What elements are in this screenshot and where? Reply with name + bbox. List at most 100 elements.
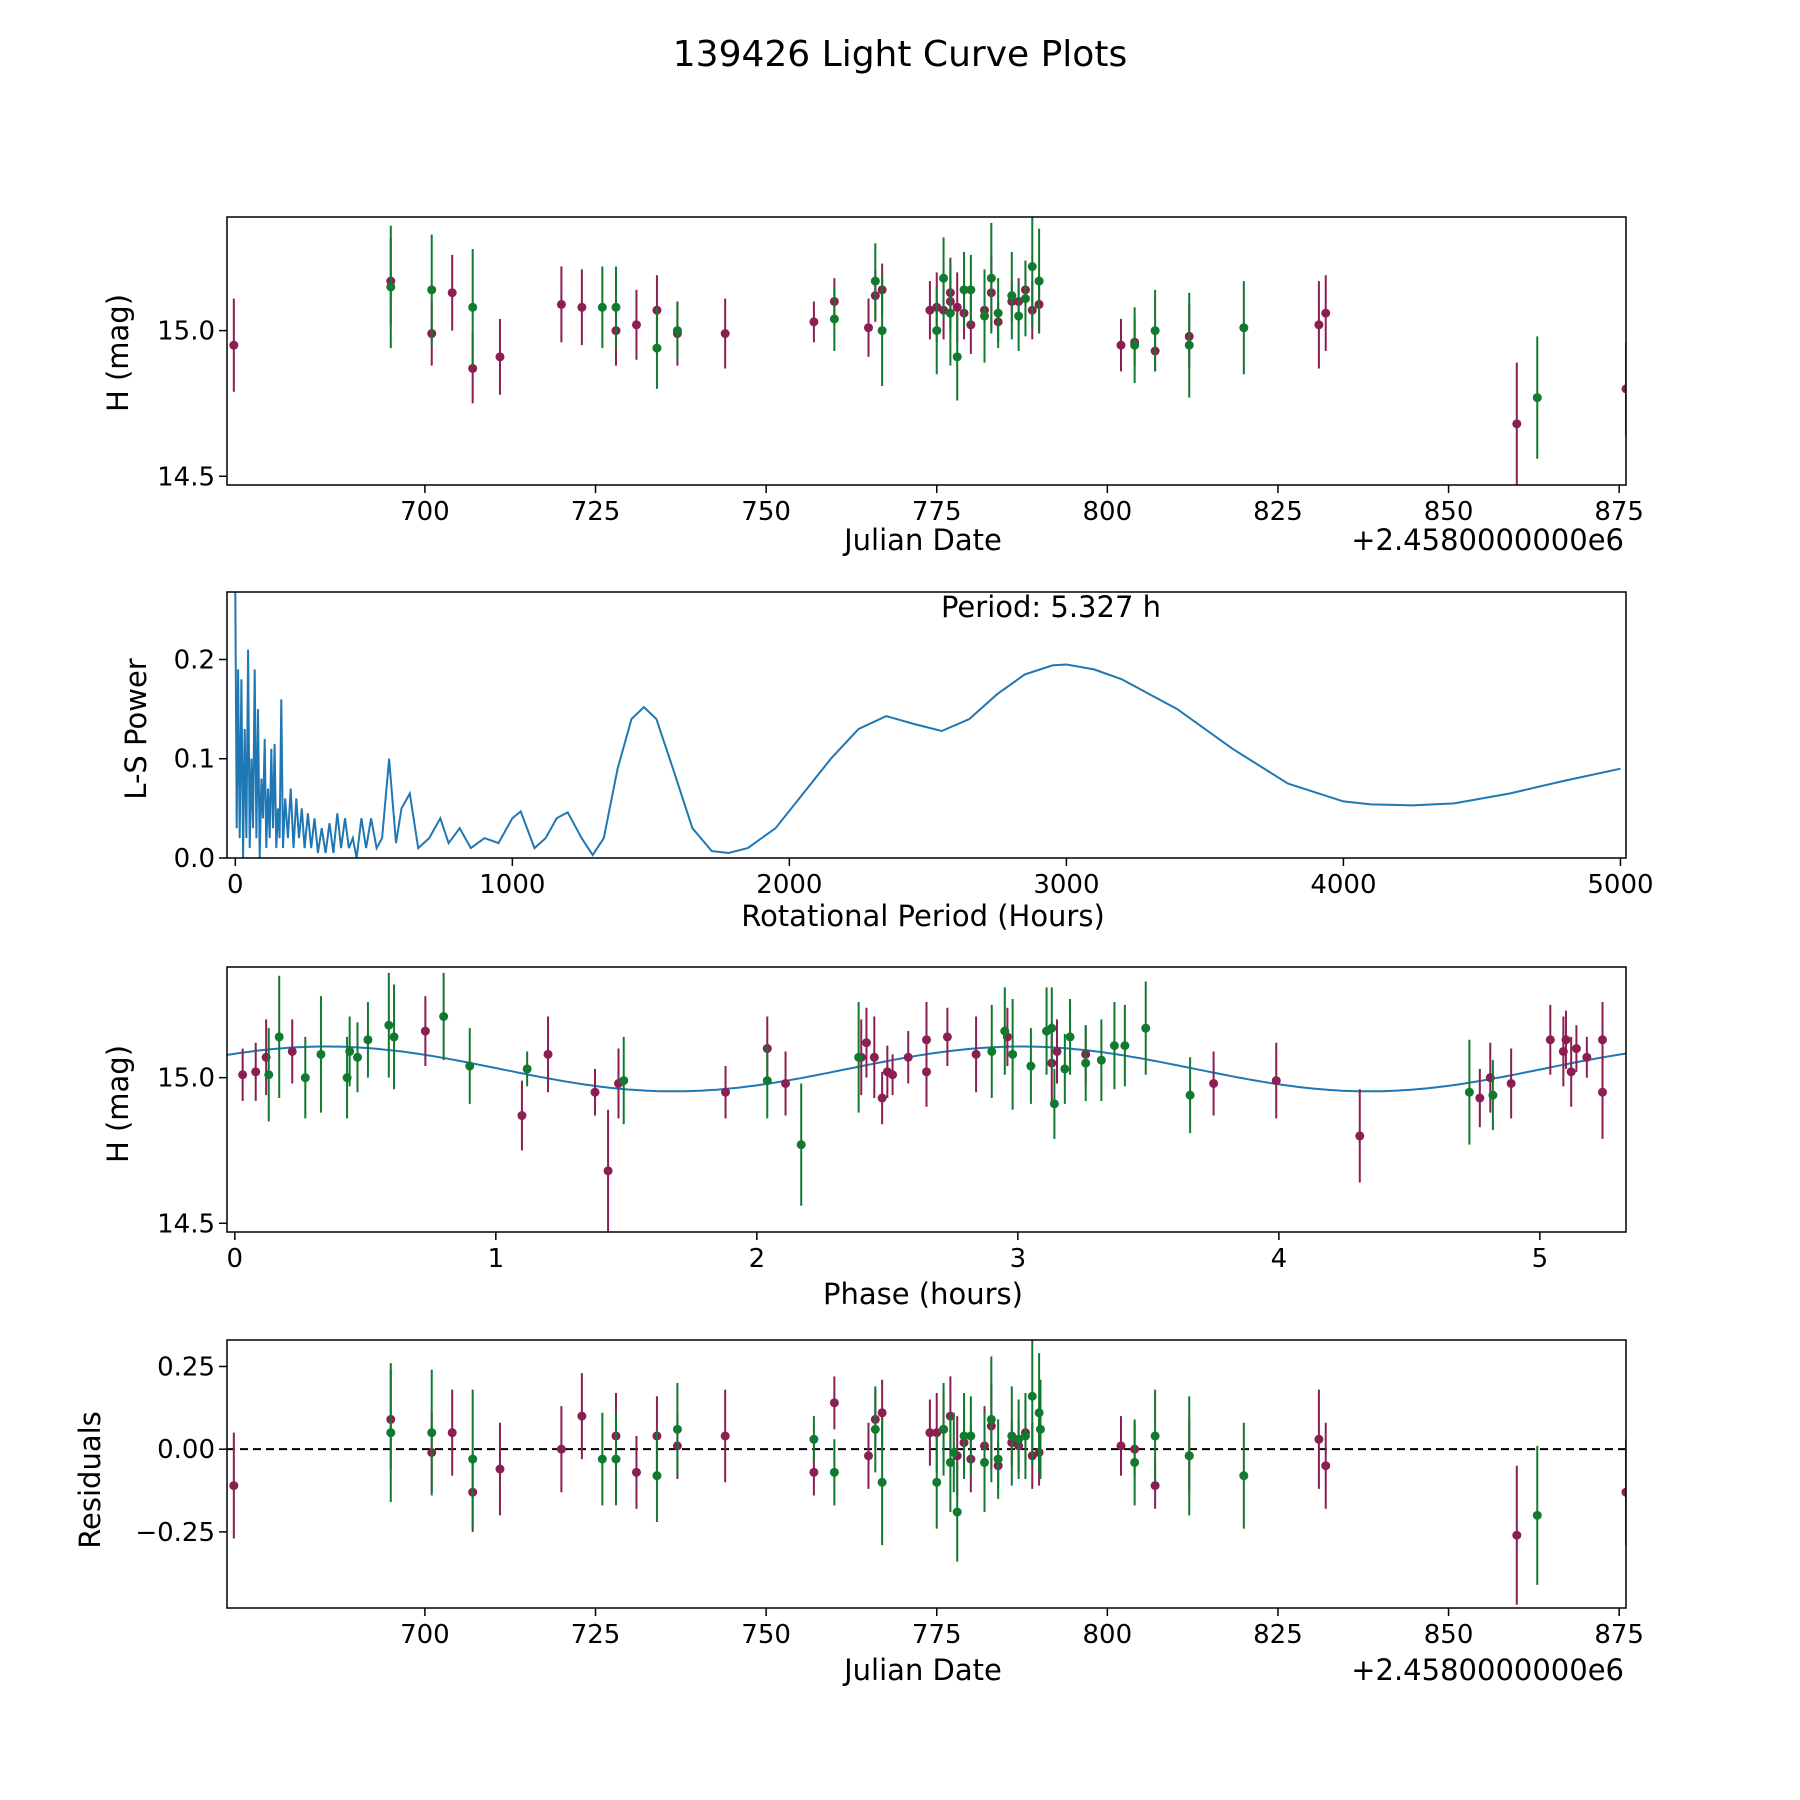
lightcurve-green-point: [611, 302, 621, 312]
phased-magenta-point: [1475, 1093, 1485, 1103]
residuals-ytick-label: 0.00: [157, 1435, 215, 1465]
lightcurve-green-point: [386, 282, 396, 292]
lightcurve-magenta-point: [809, 317, 819, 327]
residuals-xtick-label: 775: [912, 1620, 962, 1650]
phased-xtick-label: 5: [1532, 1244, 1549, 1274]
phased-green-point: [389, 1032, 399, 1042]
phased-green-point: [1488, 1090, 1498, 1100]
phased-green-point: [345, 1046, 355, 1056]
lightcurve-magenta-point: [447, 288, 457, 298]
lightcurve-green-point: [877, 326, 887, 336]
phased-magenta-point: [1506, 1078, 1516, 1088]
periodogram-series-line: [234, 592, 1621, 858]
residuals-xtick-label: 825: [1253, 1620, 1303, 1650]
lightcurve-green-point: [1532, 393, 1542, 403]
residuals-green-point: [597, 1454, 607, 1464]
phased-green-point: [762, 1076, 772, 1086]
lightcurve-green-point: [652, 343, 662, 353]
lightcurve-magenta-point: [1621, 384, 1626, 394]
residuals-green-point: [386, 1428, 396, 1438]
residuals-magenta-point: [1150, 1481, 1160, 1491]
residuals-magenta-point: [447, 1428, 457, 1438]
lightcurve-magenta-point: [925, 305, 935, 315]
lightcurve-x-offset: +2.4580000000e6: [1351, 523, 1624, 557]
lightcurve-magenta-point: [1314, 320, 1324, 330]
lightcurve-green-point: [980, 311, 990, 321]
lightcurve-xtick-label: 725: [571, 497, 621, 527]
residuals-green-point: [1035, 1424, 1045, 1434]
phased-xtick-label: 2: [749, 1244, 766, 1274]
phased-magenta-point: [1561, 1035, 1571, 1045]
residuals-magenta-point: [809, 1467, 819, 1477]
phased-magenta-point: [590, 1087, 600, 1097]
lightcurve-magenta-point: [1116, 340, 1126, 350]
phased-ytick-label: 14.5: [157, 1209, 215, 1239]
periodogram-plot-area: [234, 592, 1621, 858]
lightcurve-magenta-point: [863, 323, 873, 333]
lightcurve-xtick-label: 775: [912, 497, 962, 527]
residuals-xtick-label: 800: [1083, 1620, 1133, 1650]
lightcurve-green-point: [932, 326, 942, 336]
lightcurve-ytick-label: 15.0: [157, 317, 215, 347]
phased-ytick-label: 15.0: [157, 1064, 215, 1094]
phased-green-point: [353, 1052, 363, 1062]
phased-magenta-point: [781, 1078, 791, 1088]
residuals-magenta-point: [932, 1428, 942, 1438]
periodogram-xtick-label: 3000: [1033, 870, 1099, 900]
lightcurve-green-point: [1014, 311, 1024, 321]
phased-green-point: [1008, 1049, 1018, 1059]
phased-magenta-point: [1571, 1044, 1581, 1054]
residuals-xtick-label: 700: [400, 1620, 450, 1650]
phased-magenta-point: [238, 1070, 248, 1080]
lightcurve-green-point: [1184, 340, 1194, 350]
phased-green-point: [384, 1020, 394, 1030]
residuals-magenta-point: [720, 1431, 730, 1441]
lightcurve-green-point: [1130, 340, 1140, 350]
phased-green-point: [1081, 1058, 1091, 1068]
residuals-magenta-point: [495, 1464, 505, 1474]
residuals-green-point: [993, 1454, 1003, 1464]
lightcurve-magenta-point: [495, 352, 505, 362]
periodogram-xtick-label: 5000: [1587, 870, 1653, 900]
phased-green-point: [1185, 1090, 1195, 1100]
residuals-green-point: [427, 1428, 437, 1438]
lightcurve-green-point: [1007, 291, 1017, 301]
phased-frame: [226, 966, 1627, 1233]
residuals-green-point: [829, 1467, 839, 1477]
residuals-magenta-point: [863, 1451, 873, 1461]
lightcurve-green-point: [993, 308, 1003, 318]
residuals-magenta-point: [1321, 1461, 1331, 1471]
phased-green-point: [264, 1070, 274, 1080]
residuals-magenta-point: [229, 1481, 239, 1491]
residuals-magenta-point: [1314, 1434, 1324, 1444]
residuals-green-point: [949, 1447, 959, 1457]
phased-xtick-label: 1: [488, 1244, 505, 1274]
lightcurve-green-point: [945, 308, 955, 318]
residuals-green-point: [877, 1477, 887, 1487]
periodogram-panel: Rotational Period (Hours) L-S Power Peri…: [119, 590, 1654, 933]
residuals-ytick-label: −0.25: [135, 1518, 215, 1548]
phased-magenta-point: [942, 1032, 952, 1042]
phased-magenta-point: [1582, 1052, 1592, 1062]
lightcurve-magenta-point: [1512, 419, 1522, 429]
residuals-green-point: [870, 1424, 880, 1434]
residuals-green-point: [672, 1424, 682, 1434]
residuals-green-point: [939, 1424, 949, 1434]
residuals-xtick-label: 750: [741, 1620, 791, 1650]
residuals-green-point: [966, 1431, 976, 1441]
phased-green-point: [1000, 1026, 1010, 1036]
residuals-green-point: [1150, 1431, 1160, 1441]
periodogram-ytick-label: 0.2: [174, 645, 215, 675]
phased-green-point: [300, 1073, 310, 1083]
residuals-magenta-point: [877, 1408, 887, 1418]
residuals-plot-area: [227, 1340, 1626, 1605]
lightcurve-magenta-point: [577, 302, 587, 312]
phased-magenta-point: [888, 1070, 898, 1080]
residuals-green-point: [652, 1471, 662, 1481]
phased-green-point: [274, 1032, 284, 1042]
residuals-magenta-point: [829, 1398, 839, 1408]
lightcurve-green-point: [468, 302, 478, 312]
phased-magenta-point: [603, 1166, 613, 1176]
